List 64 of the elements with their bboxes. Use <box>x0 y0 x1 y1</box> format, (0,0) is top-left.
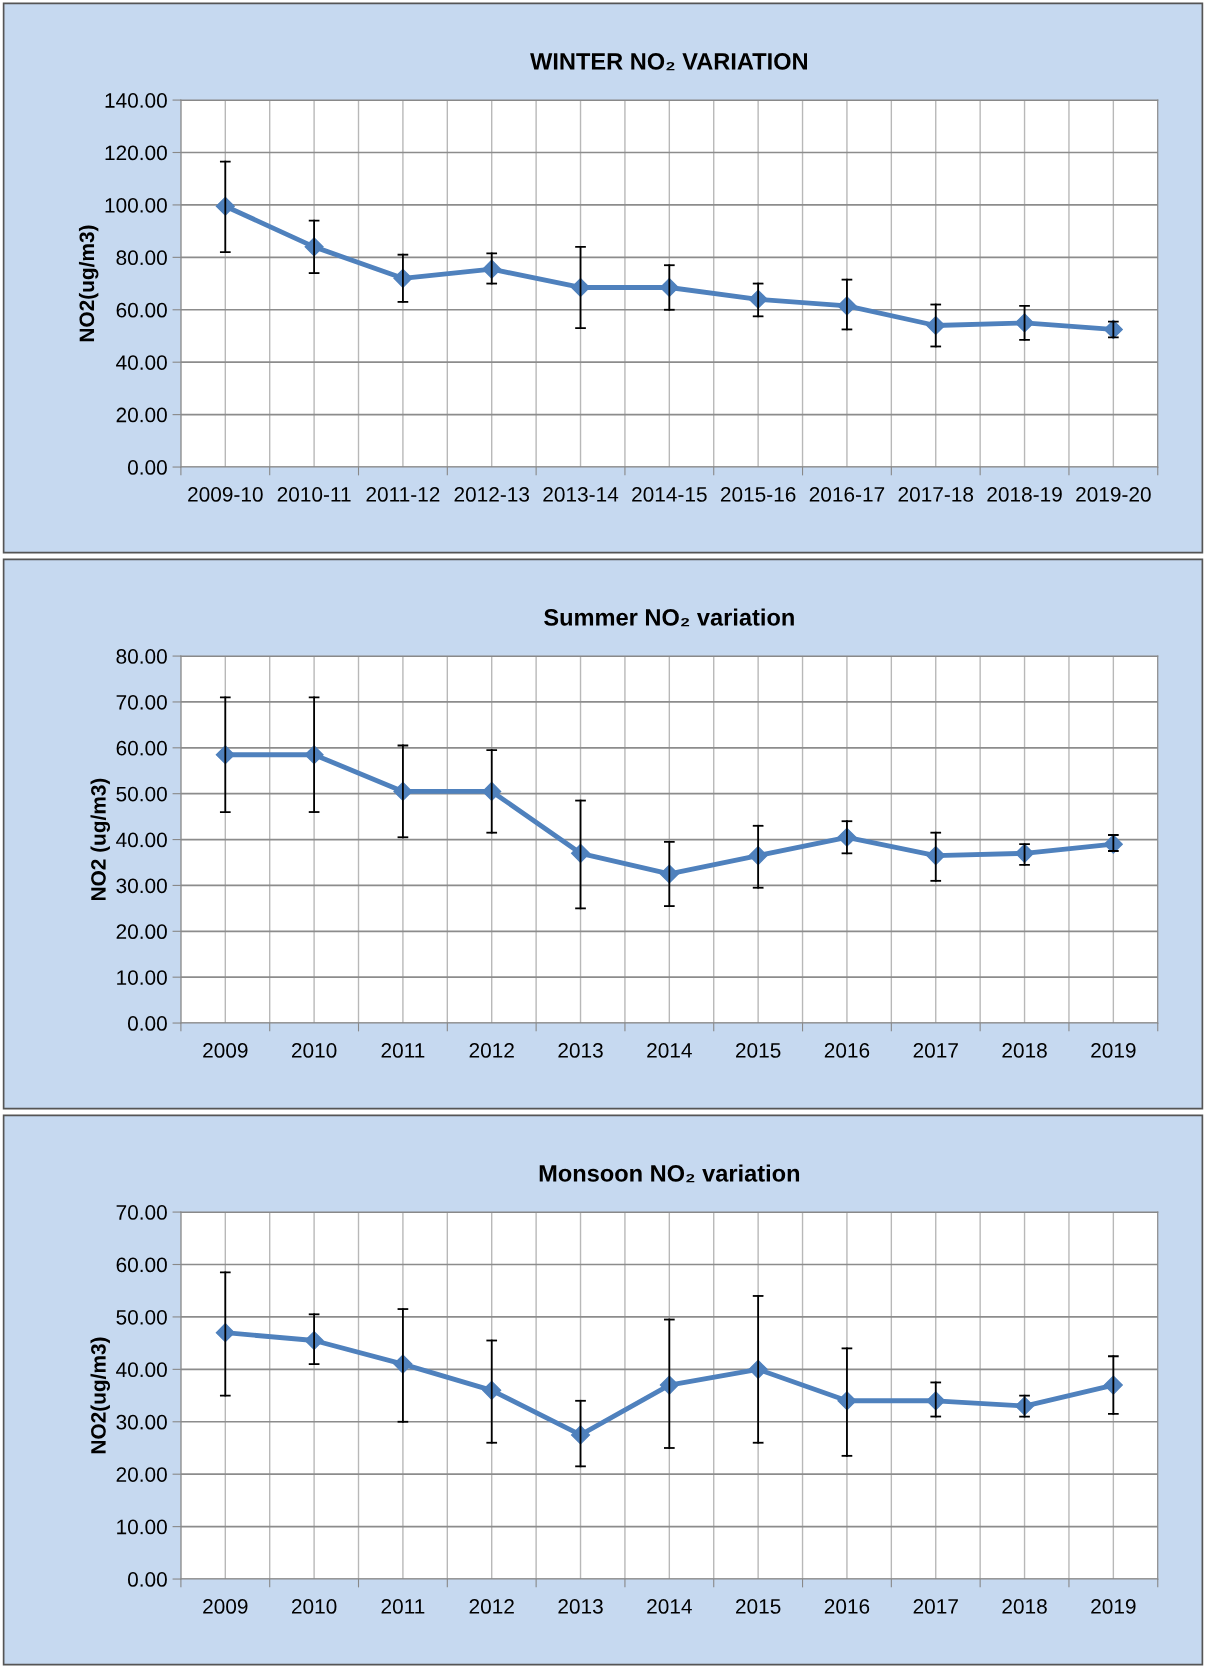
y-tick-label: 120.00 <box>105 145 167 161</box>
x-tick-label: 2010-11 <box>277 487 351 502</box>
y-tick-label: 0.00 <box>127 1016 167 1031</box>
y-tick-label: 40.00 <box>116 832 167 848</box>
y-tick-label: 70.00 <box>116 694 167 710</box>
y-tick-label: 30.00 <box>116 878 167 894</box>
x-tick-label: 2015 <box>736 1043 781 1058</box>
y-tick-label: 80.00 <box>116 649 167 664</box>
x-tick-label: 2016 <box>824 1599 870 1614</box>
y-tick-label: 10.00 <box>117 1519 167 1535</box>
x-tick-label: 2019 <box>1091 1599 1136 1614</box>
x-tick-label: 2013 <box>558 1043 603 1058</box>
x-tick-label: 2010 <box>291 1043 337 1058</box>
y-tick-label: 60.00 <box>116 302 167 318</box>
x-tick-label: 2015 <box>736 1599 781 1614</box>
chart-title: Summer NO₂ variation <box>544 608 794 627</box>
y-tick-label: 140.00 <box>105 93 167 108</box>
y-tick-label: 40.00 <box>116 355 167 370</box>
y-tick-label: 40.00 <box>116 1362 167 1378</box>
y-tick-label: 20.00 <box>116 924 167 940</box>
x-tick-label: 2017-18 <box>898 487 974 502</box>
x-tick-label: 2017 <box>913 1043 958 1058</box>
y-tick-label: 50.00 <box>116 1309 167 1325</box>
x-tick-label: 2013 <box>558 1599 603 1614</box>
x-tick-label: 2016 <box>824 1043 870 1058</box>
x-tick-label: 2016-17 <box>809 487 885 502</box>
y-tick-label: 60.00 <box>116 740 167 756</box>
x-tick-label: 2017 <box>913 1599 958 1614</box>
x-tick-label: 2014 <box>647 1599 692 1614</box>
y-tick-label: 30.00 <box>116 1414 167 1430</box>
y-tick-label: 0.00 <box>127 460 167 475</box>
y-tick-label: 0.00 <box>127 1572 167 1587</box>
y-tick-label: 50.00 <box>116 786 167 802</box>
y-tick-label: 60.00 <box>116 1257 167 1273</box>
x-tick-label: 2014-15 <box>632 487 707 502</box>
x-tick-label: 2019-20 <box>1076 487 1151 502</box>
x-tick-label: 2011 <box>381 1043 425 1058</box>
x-tick-label: 2013-14 <box>543 487 619 502</box>
x-tick-label: 2018 <box>1002 1043 1047 1058</box>
x-tick-label: 2018-19 <box>987 487 1062 502</box>
x-tick-label: 2018 <box>1002 1599 1047 1614</box>
x-tick-label: 2009 <box>203 1043 248 1058</box>
x-tick-label: 2009-10 <box>188 487 263 502</box>
y-tick-label: 100.00 <box>105 197 167 213</box>
x-tick-label: 2015-16 <box>720 487 796 502</box>
x-tick-label: 2011-12 <box>366 487 440 502</box>
y-tick-label: 20.00 <box>116 1467 167 1482</box>
x-tick-label: 2012 <box>469 1599 514 1614</box>
x-tick-label: 2010 <box>291 1599 337 1614</box>
y-axis-title: NO2 (ug/m3) <box>90 778 111 901</box>
y-tick-label: 70.00 <box>116 1205 167 1220</box>
y-tick-label: 20.00 <box>116 407 167 423</box>
x-tick-label: 2011 <box>381 1599 425 1614</box>
y-axis-title: NO2(ug/m3) <box>90 1337 111 1454</box>
chart-title: Monsoon NO₂ variation <box>539 1164 800 1183</box>
x-tick-label: 2012-13 <box>454 487 530 502</box>
x-tick-label: 2014 <box>647 1043 692 1058</box>
chart-title: WINTER NO₂ VARIATION <box>530 53 807 71</box>
y-axis-title: NO2(ug/m3) <box>78 225 99 342</box>
y-tick-label: 10.00 <box>117 970 167 985</box>
x-tick-label: 2012 <box>469 1043 514 1058</box>
y-tick-label: 80.00 <box>116 250 167 266</box>
x-tick-label: 2009 <box>203 1599 248 1614</box>
x-tick-label: 2019 <box>1091 1043 1136 1058</box>
